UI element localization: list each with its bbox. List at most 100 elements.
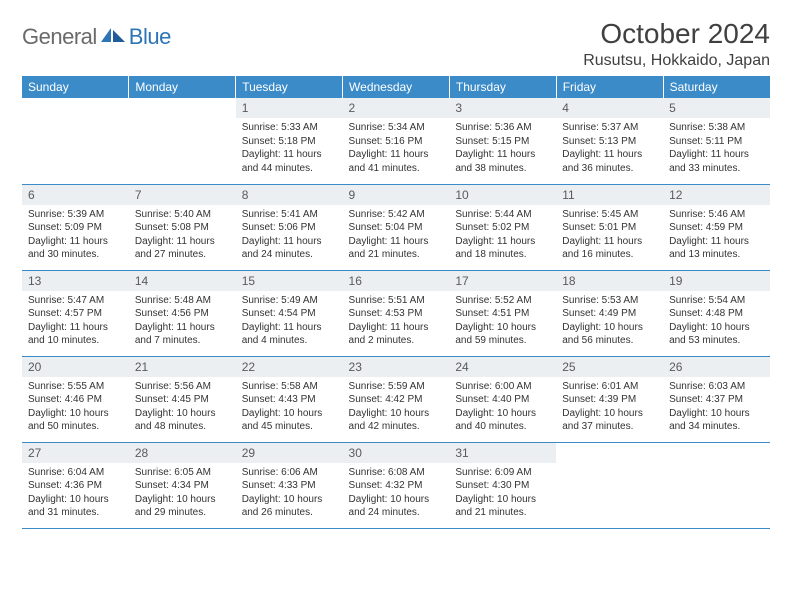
calendar-day-cell: 4Sunrise: 5:37 AMSunset: 5:13 PMDaylight… bbox=[556, 98, 663, 184]
calendar-day-cell: 13Sunrise: 5:47 AMSunset: 4:57 PMDayligh… bbox=[22, 270, 129, 356]
day-info: Sunrise: 5:45 AMSunset: 5:01 PMDaylight:… bbox=[556, 205, 663, 265]
day-info: Sunrise: 5:52 AMSunset: 4:51 PMDaylight:… bbox=[449, 291, 556, 351]
brand-logo: General Blue bbox=[22, 24, 171, 50]
calendar-day-cell: .. bbox=[129, 98, 236, 184]
day-info: Sunrise: 5:46 AMSunset: 4:59 PMDaylight:… bbox=[663, 205, 770, 265]
calendar-day-cell: .. bbox=[22, 98, 129, 184]
calendar-header: SundayMondayTuesdayWednesdayThursdayFrid… bbox=[22, 76, 770, 98]
calendar-day-cell: 7Sunrise: 5:40 AMSunset: 5:08 PMDaylight… bbox=[129, 184, 236, 270]
day-info: Sunrise: 5:39 AMSunset: 5:09 PMDaylight:… bbox=[22, 205, 129, 265]
calendar-day-cell: 29Sunrise: 6:06 AMSunset: 4:33 PMDayligh… bbox=[236, 442, 343, 528]
weekday-header: Tuesday bbox=[236, 76, 343, 98]
calendar-day-cell: 26Sunrise: 6:03 AMSunset: 4:37 PMDayligh… bbox=[663, 356, 770, 442]
weekday-header: Thursday bbox=[449, 76, 556, 98]
day-info: Sunrise: 6:01 AMSunset: 4:39 PMDaylight:… bbox=[556, 377, 663, 437]
day-number: 25 bbox=[556, 357, 663, 377]
calendar-week-row: 6Sunrise: 5:39 AMSunset: 5:09 PMDaylight… bbox=[22, 184, 770, 270]
day-number: 8 bbox=[236, 185, 343, 205]
day-number: 3 bbox=[449, 98, 556, 118]
day-number: 24 bbox=[449, 357, 556, 377]
day-info: Sunrise: 5:41 AMSunset: 5:06 PMDaylight:… bbox=[236, 205, 343, 265]
day-number: 1 bbox=[236, 98, 343, 118]
calendar-week-row: 13Sunrise: 5:47 AMSunset: 4:57 PMDayligh… bbox=[22, 270, 770, 356]
day-info: Sunrise: 6:05 AMSunset: 4:34 PMDaylight:… bbox=[129, 463, 236, 523]
day-number: 15 bbox=[236, 271, 343, 291]
calendar-day-cell: 27Sunrise: 6:04 AMSunset: 4:36 PMDayligh… bbox=[22, 442, 129, 528]
day-number: 21 bbox=[129, 357, 236, 377]
calendar-day-cell: 30Sunrise: 6:08 AMSunset: 4:32 PMDayligh… bbox=[343, 442, 450, 528]
calendar-day-cell: 28Sunrise: 6:05 AMSunset: 4:34 PMDayligh… bbox=[129, 442, 236, 528]
day-number: 19 bbox=[663, 271, 770, 291]
calendar-day-cell: 20Sunrise: 5:55 AMSunset: 4:46 PMDayligh… bbox=[22, 356, 129, 442]
day-info: Sunrise: 6:09 AMSunset: 4:30 PMDaylight:… bbox=[449, 463, 556, 523]
calendar-day-cell: 24Sunrise: 6:00 AMSunset: 4:40 PMDayligh… bbox=[449, 356, 556, 442]
calendar-day-cell: 19Sunrise: 5:54 AMSunset: 4:48 PMDayligh… bbox=[663, 270, 770, 356]
day-number: 2 bbox=[343, 98, 450, 118]
calendar-day-cell: .. bbox=[556, 442, 663, 528]
day-info: Sunrise: 6:03 AMSunset: 4:37 PMDaylight:… bbox=[663, 377, 770, 437]
day-info: Sunrise: 5:47 AMSunset: 4:57 PMDaylight:… bbox=[22, 291, 129, 351]
day-number: 30 bbox=[343, 443, 450, 463]
day-number: 6 bbox=[22, 185, 129, 205]
day-number: 16 bbox=[343, 271, 450, 291]
location-text: Rusutsu, Hokkaido, Japan bbox=[583, 52, 770, 70]
day-number: 17 bbox=[449, 271, 556, 291]
calendar-body: ....1Sunrise: 5:33 AMSunset: 5:18 PMDayl… bbox=[22, 98, 770, 528]
calendar-day-cell: 10Sunrise: 5:44 AMSunset: 5:02 PMDayligh… bbox=[449, 184, 556, 270]
day-number: 5 bbox=[663, 98, 770, 118]
calendar-day-cell: 14Sunrise: 5:48 AMSunset: 4:56 PMDayligh… bbox=[129, 270, 236, 356]
calendar-day-cell: 12Sunrise: 5:46 AMSunset: 4:59 PMDayligh… bbox=[663, 184, 770, 270]
day-info: Sunrise: 5:38 AMSunset: 5:11 PMDaylight:… bbox=[663, 118, 770, 178]
weekday-header: Friday bbox=[556, 76, 663, 98]
day-number: 23 bbox=[343, 357, 450, 377]
calendar-day-cell: 16Sunrise: 5:51 AMSunset: 4:53 PMDayligh… bbox=[343, 270, 450, 356]
weekday-header: Monday bbox=[129, 76, 236, 98]
day-info: Sunrise: 6:04 AMSunset: 4:36 PMDaylight:… bbox=[22, 463, 129, 523]
day-info: Sunrise: 5:49 AMSunset: 4:54 PMDaylight:… bbox=[236, 291, 343, 351]
day-info: Sunrise: 5:33 AMSunset: 5:18 PMDaylight:… bbox=[236, 118, 343, 178]
calendar-day-cell: 3Sunrise: 5:36 AMSunset: 5:15 PMDaylight… bbox=[449, 98, 556, 184]
title-block: October 2024 Rusutsu, Hokkaido, Japan bbox=[583, 18, 770, 70]
day-info: Sunrise: 5:55 AMSunset: 4:46 PMDaylight:… bbox=[22, 377, 129, 437]
day-number: 27 bbox=[22, 443, 129, 463]
calendar-day-cell: 9Sunrise: 5:42 AMSunset: 5:04 PMDaylight… bbox=[343, 184, 450, 270]
day-info: Sunrise: 5:59 AMSunset: 4:42 PMDaylight:… bbox=[343, 377, 450, 437]
day-info: Sunrise: 5:56 AMSunset: 4:45 PMDaylight:… bbox=[129, 377, 236, 437]
day-info: Sunrise: 5:54 AMSunset: 4:48 PMDaylight:… bbox=[663, 291, 770, 351]
brand-text-blue: Blue bbox=[129, 24, 171, 50]
header: General Blue October 2024 Rusutsu, Hokka… bbox=[22, 18, 770, 70]
calendar-week-row: ....1Sunrise: 5:33 AMSunset: 5:18 PMDayl… bbox=[22, 98, 770, 184]
weekday-header: Saturday bbox=[663, 76, 770, 98]
calendar-day-cell: 31Sunrise: 6:09 AMSunset: 4:30 PMDayligh… bbox=[449, 442, 556, 528]
calendar-day-cell: 17Sunrise: 5:52 AMSunset: 4:51 PMDayligh… bbox=[449, 270, 556, 356]
day-number: 28 bbox=[129, 443, 236, 463]
day-info: Sunrise: 5:34 AMSunset: 5:16 PMDaylight:… bbox=[343, 118, 450, 178]
day-number: 22 bbox=[236, 357, 343, 377]
day-number: 13 bbox=[22, 271, 129, 291]
day-number: 29 bbox=[236, 443, 343, 463]
day-number: 31 bbox=[449, 443, 556, 463]
day-info: Sunrise: 5:48 AMSunset: 4:56 PMDaylight:… bbox=[129, 291, 236, 351]
calendar-day-cell: 23Sunrise: 5:59 AMSunset: 4:42 PMDayligh… bbox=[343, 356, 450, 442]
day-number: 14 bbox=[129, 271, 236, 291]
day-number: 18 bbox=[556, 271, 663, 291]
calendar-day-cell: 2Sunrise: 5:34 AMSunset: 5:16 PMDaylight… bbox=[343, 98, 450, 184]
brand-text-general: General bbox=[22, 24, 97, 50]
month-title: October 2024 bbox=[583, 18, 770, 50]
day-info: Sunrise: 5:36 AMSunset: 5:15 PMDaylight:… bbox=[449, 118, 556, 178]
day-info: Sunrise: 5:37 AMSunset: 5:13 PMDaylight:… bbox=[556, 118, 663, 178]
calendar-day-cell: 8Sunrise: 5:41 AMSunset: 5:06 PMDaylight… bbox=[236, 184, 343, 270]
day-number: 12 bbox=[663, 185, 770, 205]
day-info: Sunrise: 6:06 AMSunset: 4:33 PMDaylight:… bbox=[236, 463, 343, 523]
calendar-day-cell: .. bbox=[663, 442, 770, 528]
calendar-day-cell: 6Sunrise: 5:39 AMSunset: 5:09 PMDaylight… bbox=[22, 184, 129, 270]
calendar-day-cell: 18Sunrise: 5:53 AMSunset: 4:49 PMDayligh… bbox=[556, 270, 663, 356]
day-info: Sunrise: 5:58 AMSunset: 4:43 PMDaylight:… bbox=[236, 377, 343, 437]
day-info: Sunrise: 6:00 AMSunset: 4:40 PMDaylight:… bbox=[449, 377, 556, 437]
calendar-week-row: 20Sunrise: 5:55 AMSunset: 4:46 PMDayligh… bbox=[22, 356, 770, 442]
calendar-day-cell: 15Sunrise: 5:49 AMSunset: 4:54 PMDayligh… bbox=[236, 270, 343, 356]
day-number: 11 bbox=[556, 185, 663, 205]
calendar-day-cell: 25Sunrise: 6:01 AMSunset: 4:39 PMDayligh… bbox=[556, 356, 663, 442]
calendar-day-cell: 21Sunrise: 5:56 AMSunset: 4:45 PMDayligh… bbox=[129, 356, 236, 442]
calendar-day-cell: 5Sunrise: 5:38 AMSunset: 5:11 PMDaylight… bbox=[663, 98, 770, 184]
